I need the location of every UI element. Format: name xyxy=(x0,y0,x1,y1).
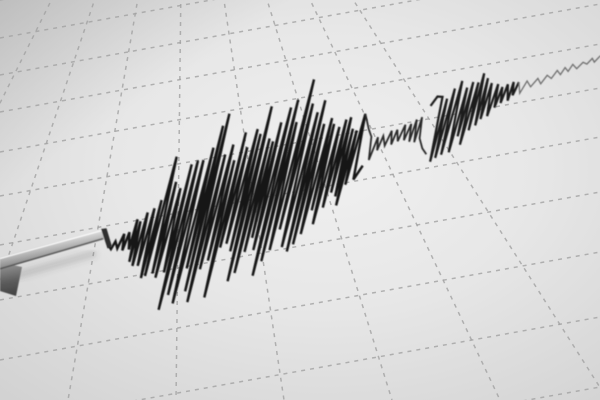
grid-line xyxy=(134,316,600,400)
stylus-counterweight xyxy=(0,262,22,296)
stylus-assembly xyxy=(0,228,112,296)
stylus-arm-highlight xyxy=(0,229,103,260)
grid-line xyxy=(0,191,600,301)
grid-line xyxy=(309,0,501,400)
seismogram-trace-segment xyxy=(107,79,367,311)
seismogram-trace-segment xyxy=(364,113,428,161)
grid-line xyxy=(0,0,421,76)
grid-line xyxy=(0,251,600,361)
stylus-arm-shade xyxy=(0,237,104,270)
stylus-pen-tip xyxy=(101,228,112,249)
grid-line xyxy=(0,3,600,113)
stylus-arm xyxy=(0,229,105,270)
seismogram-trace-segment xyxy=(429,73,520,162)
seismogram-trace xyxy=(107,55,600,311)
grid-line xyxy=(266,0,393,400)
grid-line xyxy=(0,43,600,153)
grid-line xyxy=(0,0,53,105)
grid-line xyxy=(67,0,139,400)
seismogram-trace-segment xyxy=(518,55,600,96)
